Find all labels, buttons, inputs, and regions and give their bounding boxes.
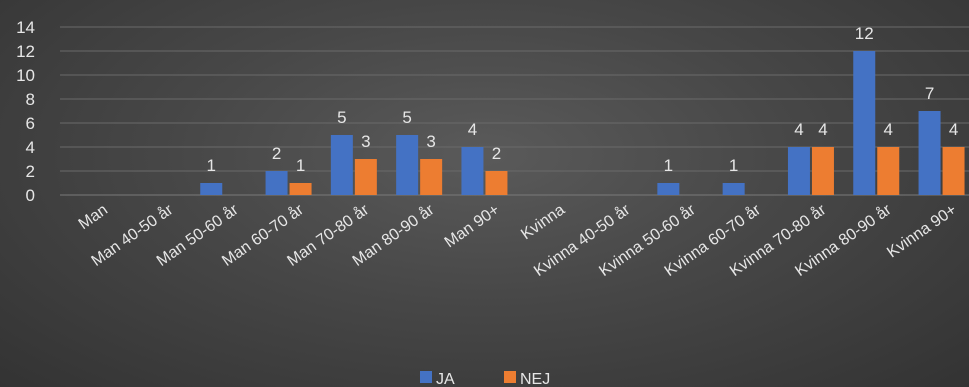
bar-nej-12 <box>877 147 900 195</box>
data-label-nej-11: 4 <box>818 120 827 139</box>
bar-nej-5 <box>420 159 443 195</box>
data-label-nej-12: 4 <box>884 120 893 139</box>
data-label-ja-13: 7 <box>925 84 934 103</box>
data-label-ja-6: 4 <box>468 120 477 139</box>
data-label-ja-10: 1 <box>729 156 738 175</box>
bar-ja-12 <box>853 51 876 195</box>
y-tick-label-12: 12 <box>16 42 35 61</box>
y-tick-label-2: 2 <box>26 162 35 181</box>
bar-ja-5 <box>396 135 419 195</box>
legend: JA NEJ <box>420 371 550 387</box>
bar-ja-2 <box>200 183 223 195</box>
gridlines <box>60 26 969 196</box>
data-label-ja-3: 2 <box>272 144 281 163</box>
y-tick-label-10: 10 <box>16 66 35 85</box>
data-label-ja-12: 12 <box>855 24 874 43</box>
bar-ja-6 <box>461 147 484 195</box>
data-label-nej-13: 4 <box>949 120 958 139</box>
bar-ja-4 <box>330 135 353 195</box>
x-category-label-7: Kvinna <box>518 201 568 243</box>
y-tick-label-4: 4 <box>26 138 35 157</box>
bar-ja-9 <box>657 183 680 195</box>
bar-nej-13 <box>942 147 965 195</box>
x-category-label-6: Man 90+ <box>442 201 503 251</box>
y-tick-label-0: 0 <box>26 186 35 205</box>
data-label-ja-9: 1 <box>664 156 673 175</box>
bar-nej-3 <box>289 183 312 195</box>
bar-ja-3 <box>265 171 288 195</box>
legend-swatch-nej <box>504 371 516 383</box>
y-tick-label-8: 8 <box>26 90 35 109</box>
data-label-ja-4: 5 <box>337 108 346 127</box>
x-category-label-13: Kvinna 90+ <box>884 201 960 261</box>
y-axis-ticks: 0 2 4 6 8 10 12 14 <box>16 18 35 205</box>
y-tick-label-14: 14 <box>16 18 35 37</box>
bar-ja-10 <box>722 183 745 195</box>
legend-swatch-ja <box>420 371 432 383</box>
data-label-nej-3: 1 <box>296 156 305 175</box>
data-label-nej-4: 3 <box>361 132 370 151</box>
legend-label-nej: NEJ <box>520 371 550 387</box>
bar-nej-4 <box>354 159 377 195</box>
bar-nej-11 <box>811 147 834 195</box>
bar-ja-11 <box>787 147 810 195</box>
legend-label-ja: JA <box>436 371 455 387</box>
data-label-ja-5: 5 <box>402 108 411 127</box>
bar-nej-6 <box>485 171 508 195</box>
data-label-nej-6: 2 <box>492 144 501 163</box>
y-tick-label-6: 6 <box>26 114 35 133</box>
data-label-nej-5: 3 <box>426 132 435 151</box>
bars <box>200 51 965 195</box>
x-category-label-0: Man <box>76 201 111 233</box>
data-label-ja-2: 1 <box>207 156 216 175</box>
data-label-ja-11: 4 <box>794 120 803 139</box>
bar-ja-13 <box>918 111 941 195</box>
